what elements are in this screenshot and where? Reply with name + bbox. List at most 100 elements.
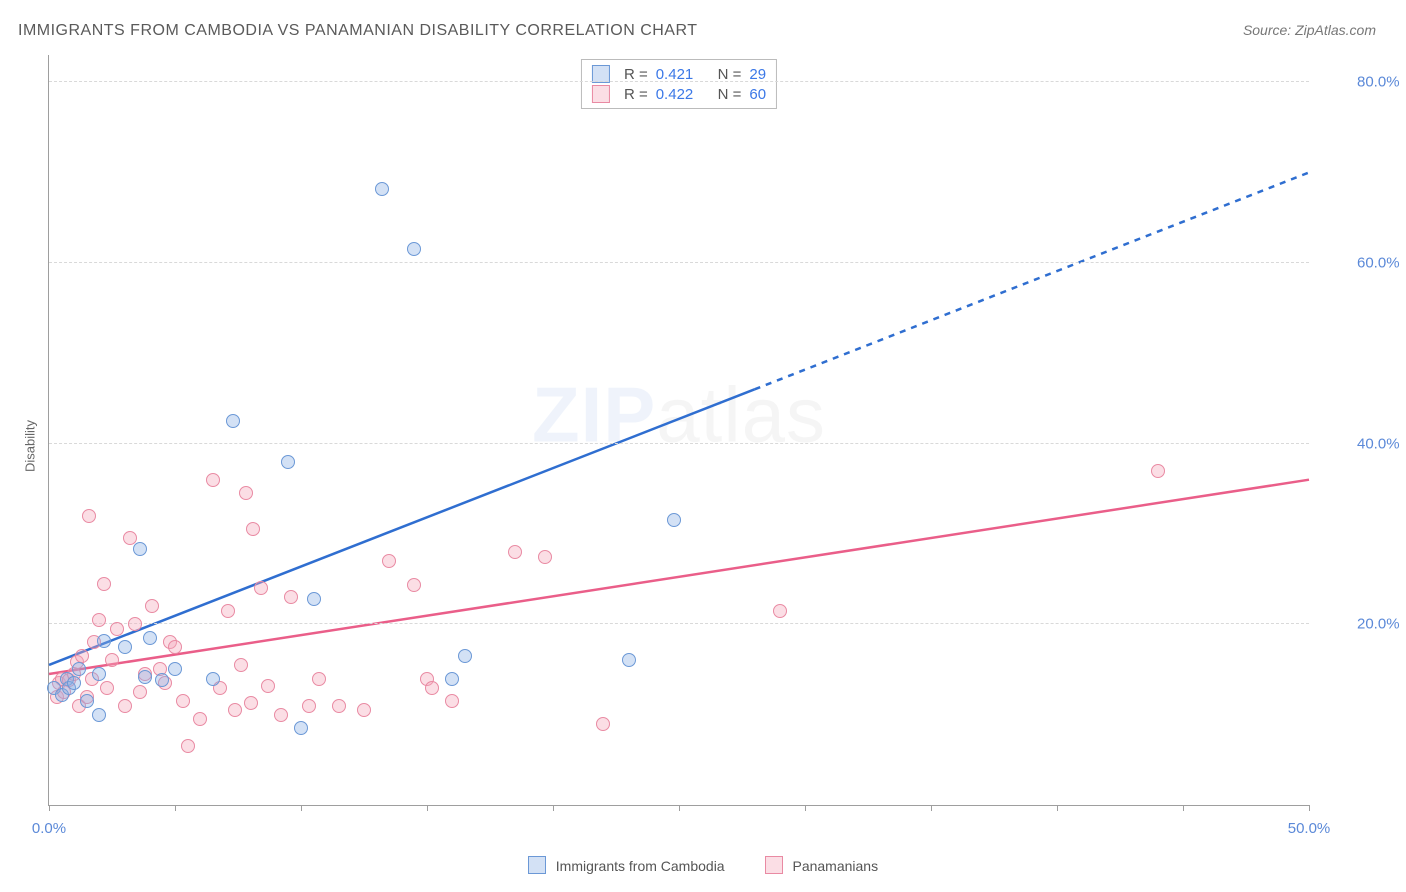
data-point-panama <box>357 703 371 717</box>
data-point-panama <box>193 712 207 726</box>
data-point-panama <box>105 653 119 667</box>
n-value-cambodia: 29 <box>749 66 766 83</box>
trend-lines <box>49 55 1309 805</box>
data-point-panama <box>332 699 346 713</box>
data-point-panama <box>1151 464 1165 478</box>
data-point-cambodia <box>92 667 106 681</box>
data-point-cambodia <box>72 662 86 676</box>
gridline <box>49 81 1309 82</box>
stats-legend: R = 0.421 N = 29 R = 0.422 N = 60 <box>581 59 777 109</box>
y-tick-label: 20.0% <box>1357 616 1400 633</box>
x-tick-label: 50.0% <box>1288 820 1331 837</box>
data-point-panama <box>110 622 124 636</box>
data-point-cambodia <box>155 673 169 687</box>
legend-label-cambodia: Immigrants from Cambodia <box>556 858 725 874</box>
x-tick <box>175 805 176 811</box>
data-point-panama <box>82 509 96 523</box>
data-point-cambodia <box>407 242 421 256</box>
data-point-panama <box>312 672 326 686</box>
data-point-cambodia <box>226 414 240 428</box>
data-point-cambodia <box>143 631 157 645</box>
data-point-panama <box>168 640 182 654</box>
legend-item-panama: Panamanians <box>765 856 879 874</box>
data-point-panama <box>773 604 787 618</box>
plot-area: ZIPatlas R = 0.421 N = 29 R = 0.422 N = … <box>48 55 1309 806</box>
gridline <box>49 262 1309 263</box>
trend-line <box>755 172 1309 389</box>
data-point-panama <box>538 550 552 564</box>
data-point-cambodia <box>375 182 389 196</box>
data-point-cambodia <box>206 672 220 686</box>
data-point-cambodia <box>294 721 308 735</box>
x-tick <box>301 805 302 811</box>
n-value-panama: 60 <box>749 86 766 103</box>
r-value-panama: 0.422 <box>656 86 694 103</box>
data-point-cambodia <box>445 672 459 686</box>
data-point-panama <box>75 649 89 663</box>
y-tick-label: 40.0% <box>1357 435 1400 452</box>
chart-title: IMMIGRANTS FROM CAMBODIA VS PANAMANIAN D… <box>18 22 698 40</box>
data-point-cambodia <box>138 670 152 684</box>
data-point-cambodia <box>168 662 182 676</box>
data-point-cambodia <box>133 542 147 556</box>
legend-label-panama: Panamanians <box>792 858 878 874</box>
data-point-panama <box>382 554 396 568</box>
x-tick <box>1309 805 1310 811</box>
data-point-panama <box>274 708 288 722</box>
gridline <box>49 443 1309 444</box>
data-point-panama <box>128 617 142 631</box>
data-point-panama <box>244 696 258 710</box>
data-point-cambodia <box>622 653 636 667</box>
x-tick <box>49 805 50 811</box>
data-point-panama <box>508 545 522 559</box>
data-point-panama <box>239 486 253 500</box>
data-point-panama <box>181 739 195 753</box>
data-point-panama <box>118 699 132 713</box>
r-value-cambodia: 0.421 <box>656 66 694 83</box>
data-point-cambodia <box>97 634 111 648</box>
swatch-cambodia <box>528 856 546 874</box>
data-point-cambodia <box>80 694 94 708</box>
y-tick-label: 80.0% <box>1357 74 1400 91</box>
legend-item-cambodia: Immigrants from Cambodia <box>528 856 725 874</box>
swatch-panama <box>765 856 783 874</box>
data-point-cambodia <box>67 676 81 690</box>
n-label: N = <box>718 86 742 103</box>
r-label: R = <box>624 86 648 103</box>
x-tick <box>427 805 428 811</box>
r-label: R = <box>624 66 648 83</box>
trend-line <box>49 480 1309 674</box>
data-point-panama <box>246 522 260 536</box>
data-point-cambodia <box>667 513 681 527</box>
data-point-cambodia <box>281 455 295 469</box>
data-point-panama <box>176 694 190 708</box>
data-point-panama <box>254 581 268 595</box>
swatch-panama <box>592 85 610 103</box>
data-point-cambodia <box>118 640 132 654</box>
data-point-panama <box>302 699 316 713</box>
gridline <box>49 623 1309 624</box>
data-point-panama <box>425 681 439 695</box>
data-point-cambodia <box>92 708 106 722</box>
data-point-panama <box>145 599 159 613</box>
data-point-cambodia <box>458 649 472 663</box>
data-point-panama <box>92 613 106 627</box>
data-point-panama <box>596 717 610 731</box>
series-legend: Immigrants from Cambodia Panamanians <box>0 856 1406 874</box>
data-point-panama <box>133 685 147 699</box>
data-point-panama <box>206 473 220 487</box>
data-point-panama <box>221 604 235 618</box>
y-tick-label: 60.0% <box>1357 254 1400 271</box>
data-point-panama <box>234 658 248 672</box>
x-tick <box>1057 805 1058 811</box>
data-point-panama <box>284 590 298 604</box>
data-point-panama <box>100 681 114 695</box>
x-tick <box>805 805 806 811</box>
source-attribution: Source: ZipAtlas.com <box>1243 22 1376 38</box>
y-axis-label: Disability <box>23 420 38 472</box>
data-point-panama <box>445 694 459 708</box>
x-tick <box>553 805 554 811</box>
x-tick <box>679 805 680 811</box>
data-point-panama <box>261 679 275 693</box>
data-point-panama <box>97 577 111 591</box>
